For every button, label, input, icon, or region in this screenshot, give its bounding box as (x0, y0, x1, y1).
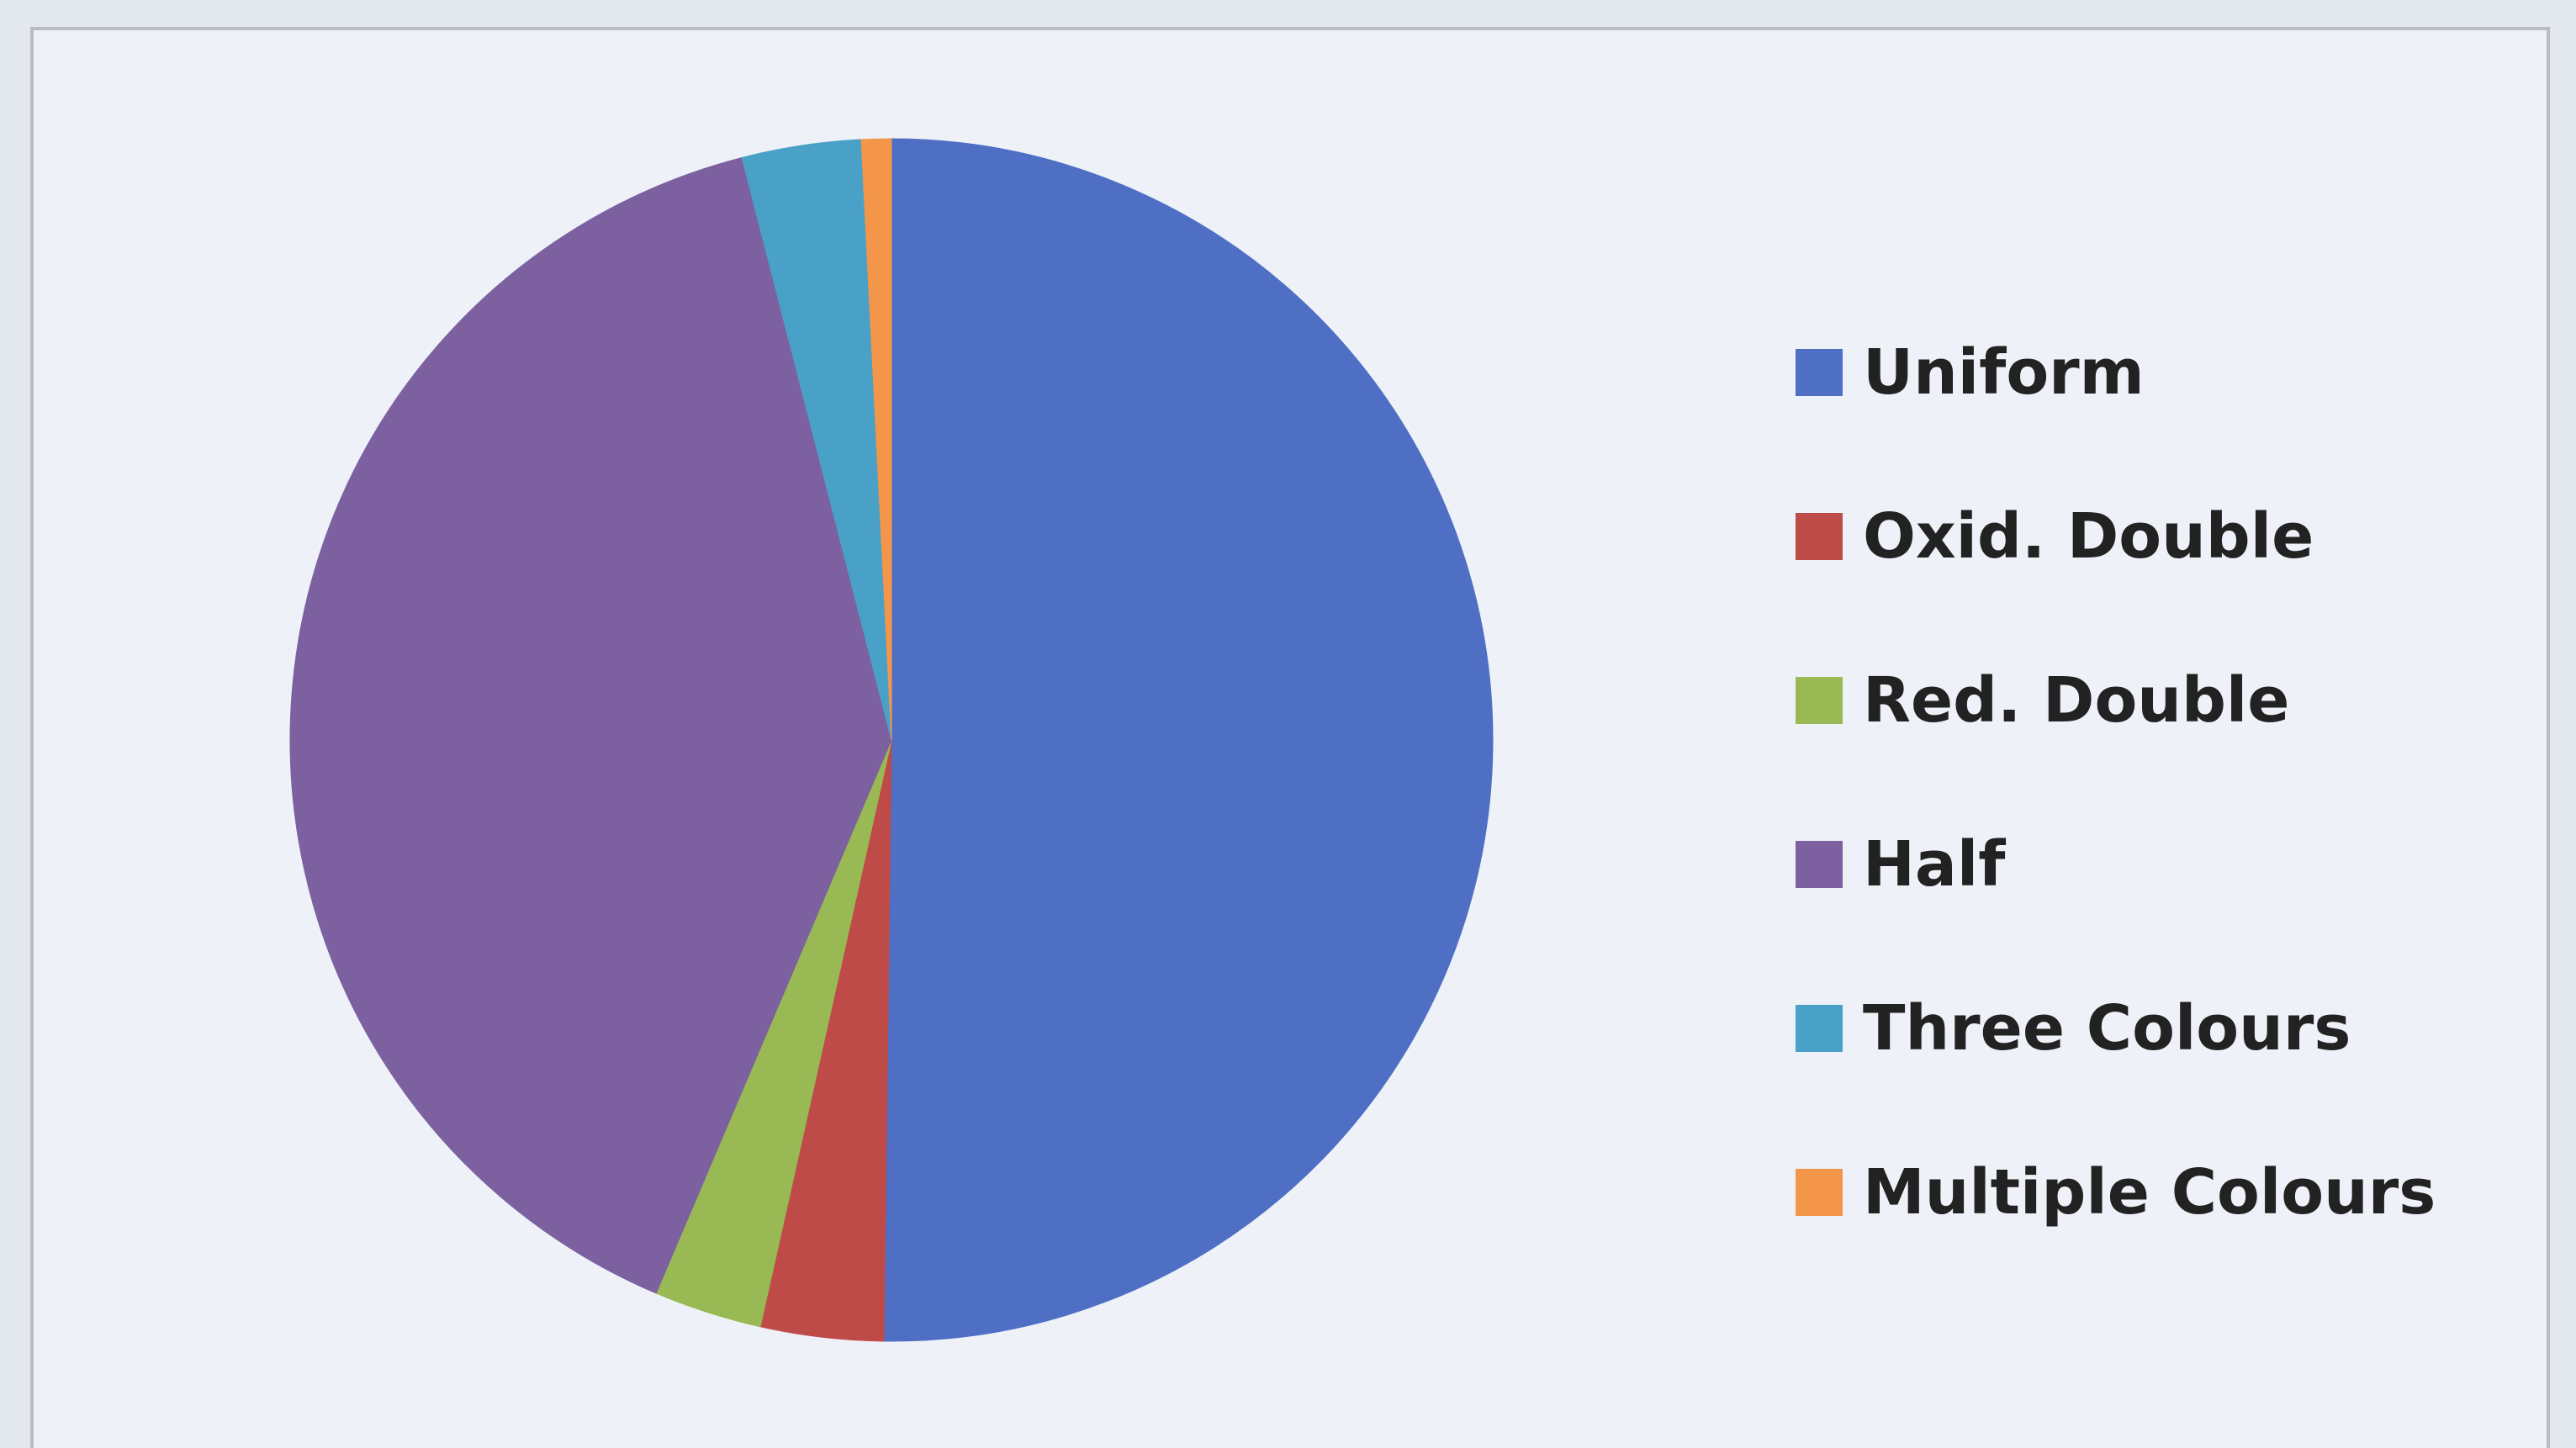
legend-swatch (1796, 348, 1843, 396)
legend-label: Uniform (1863, 336, 2145, 409)
legend-swatch (1796, 1004, 1843, 1052)
legend-swatch (1796, 512, 1843, 560)
legend-label: Three Colours (1863, 991, 2351, 1065)
legend-item-three-colours: Three Colours (1796, 946, 2536, 1110)
legend-label: Multiple Colours (1863, 1155, 2436, 1229)
pie-slice-uniform (883, 138, 1494, 1342)
legend-item-uniform: Uniform (1796, 290, 2536, 454)
pie-slice-multiple-colours (860, 138, 892, 741)
legend-item-red-double: Red. Double (1796, 618, 2536, 782)
legend-label: Half (1863, 827, 2006, 901)
legend-swatch (1796, 840, 1843, 888)
legend-swatch (1796, 1168, 1843, 1216)
legend-label: Red. Double (1863, 663, 2290, 737)
pie-slice-half (289, 156, 892, 1294)
legend-swatch (1796, 676, 1843, 724)
legend-label: Oxid. Double (1863, 499, 2314, 573)
legend-item-multiple-colours: Multiple Colours (1796, 1110, 2536, 1274)
legend: Uniform Oxid. Double Red. Double Half Three … (1796, 290, 2536, 1274)
legend-item-oxid-double: Oxid. Double (1796, 454, 2536, 618)
legend-item-half: Half (1796, 782, 2536, 946)
